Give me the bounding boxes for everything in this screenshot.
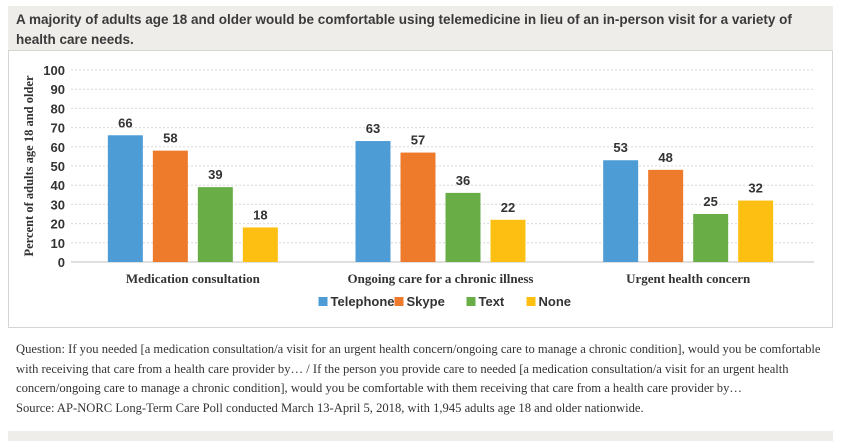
data-label: 66 bbox=[118, 115, 132, 130]
data-label: 39 bbox=[208, 167, 222, 182]
bar-none bbox=[242, 227, 278, 262]
footer-bar bbox=[8, 431, 833, 441]
legend-swatch-skype bbox=[394, 297, 404, 306]
legend-label-skype: Skype bbox=[407, 294, 445, 309]
y-tick-label: 70 bbox=[51, 121, 65, 136]
y-tick-label: 30 bbox=[51, 197, 65, 212]
data-label: 53 bbox=[613, 140, 627, 155]
legend-swatch-none bbox=[526, 297, 536, 306]
data-label: 25 bbox=[703, 194, 717, 209]
data-label: 58 bbox=[163, 131, 177, 146]
y-tick-label: 90 bbox=[51, 82, 65, 97]
bar-text bbox=[445, 192, 481, 262]
y-tick-label: 80 bbox=[51, 101, 65, 116]
question-text: Question: If you needed [a medication co… bbox=[16, 342, 821, 395]
y-tick-label: 60 bbox=[51, 140, 65, 155]
y-axis-title: Percent of adults age 18 and older bbox=[22, 75, 36, 256]
bar-none bbox=[490, 219, 526, 262]
chart-headline: A majority of adults age 18 and older wo… bbox=[16, 12, 792, 47]
bar-skype bbox=[152, 150, 188, 262]
y-tick-label: 20 bbox=[51, 217, 65, 232]
data-label: 18 bbox=[253, 207, 267, 222]
footnote: Question: If you needed [a medication co… bbox=[16, 340, 834, 418]
chart-frame: 0 10 20 30 40 50 60 70 80 90 100 Percent of adults … bbox=[8, 50, 833, 328]
data-label: 22 bbox=[501, 200, 515, 215]
category-label: Urgent health concern bbox=[626, 271, 751, 286]
source-text: Source: AP-NORC Long-Term Care Poll cond… bbox=[16, 400, 644, 415]
legend-swatch-telephone bbox=[318, 297, 328, 306]
bar-skype bbox=[648, 169, 684, 262]
y-tick-label: 0 bbox=[58, 255, 65, 270]
category-label: Ongoing care for a chronic illness bbox=[348, 271, 534, 286]
bar-skype bbox=[400, 152, 436, 262]
y-tick-label: 10 bbox=[51, 236, 65, 251]
y-tick-label: 100 bbox=[43, 63, 65, 78]
y-tick-label: 50 bbox=[51, 159, 65, 174]
chart-header: A majority of adults age 18 and older wo… bbox=[8, 6, 833, 50]
bar-text bbox=[197, 187, 233, 262]
bar-chart: 0 10 20 30 40 50 60 70 80 90 100 Percent of adults … bbox=[22, 63, 814, 309]
y-tick-label: 40 bbox=[51, 178, 65, 193]
bar-telephone bbox=[603, 160, 639, 262]
bar-telephone bbox=[355, 141, 391, 262]
data-label: 48 bbox=[658, 150, 672, 165]
data-label: 57 bbox=[411, 133, 425, 148]
bar-none bbox=[738, 200, 774, 262]
bar-telephone bbox=[107, 135, 143, 262]
legend-swatch-text bbox=[466, 297, 476, 306]
bar-text bbox=[693, 214, 729, 262]
legend-label-telephone: Telephone bbox=[331, 294, 395, 309]
data-label: 63 bbox=[366, 121, 380, 136]
legend-label-text: Text bbox=[479, 294, 505, 309]
data-label: 36 bbox=[456, 173, 470, 188]
category-label: Medication consultation bbox=[126, 271, 261, 286]
data-label: 32 bbox=[748, 181, 762, 196]
legend-label-none: None bbox=[539, 294, 572, 309]
